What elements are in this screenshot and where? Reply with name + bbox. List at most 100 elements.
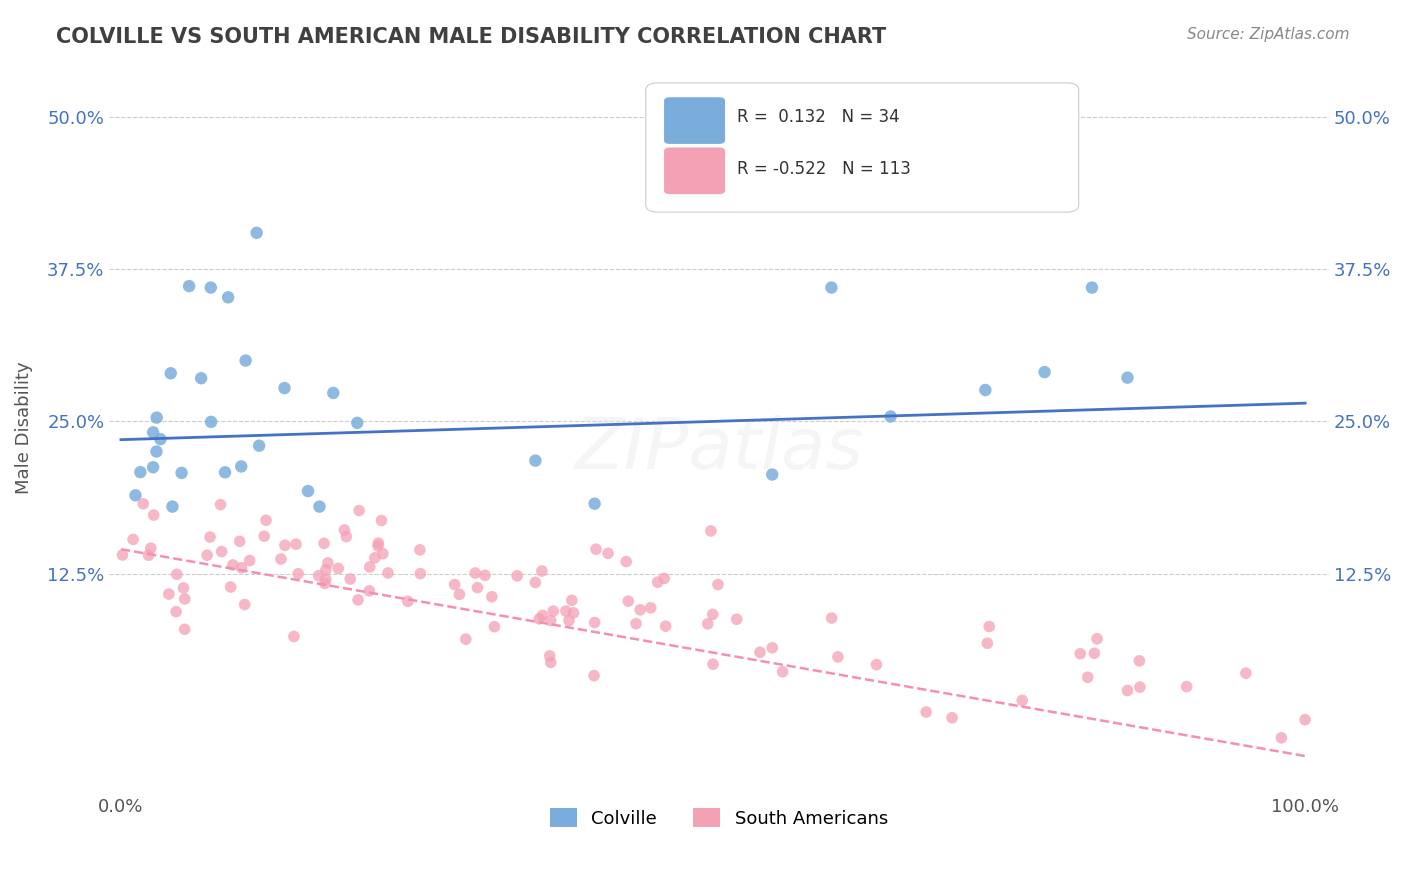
Point bbox=[198, 530, 221, 544]
Point bbox=[315, 563, 337, 577]
Point bbox=[558, 614, 581, 628]
Point bbox=[222, 558, 245, 572]
Point bbox=[624, 616, 647, 631]
Point bbox=[270, 552, 292, 566]
Point bbox=[827, 649, 849, 664]
Point bbox=[1270, 731, 1292, 745]
Point bbox=[561, 593, 583, 607]
Point bbox=[172, 581, 194, 595]
Point bbox=[308, 568, 330, 582]
Point bbox=[195, 548, 218, 562]
Point bbox=[540, 656, 562, 670]
Point bbox=[1129, 680, 1152, 694]
Point bbox=[359, 560, 381, 574]
Point bbox=[1081, 280, 1104, 294]
Point bbox=[1069, 647, 1091, 661]
Point bbox=[124, 488, 146, 502]
Point bbox=[725, 612, 748, 626]
Point bbox=[1085, 632, 1108, 646]
Point bbox=[233, 598, 256, 612]
Point bbox=[761, 467, 783, 482]
Point bbox=[541, 604, 564, 618]
Point bbox=[162, 500, 184, 514]
Point bbox=[596, 546, 619, 560]
Point bbox=[1128, 654, 1150, 668]
Point bbox=[367, 536, 389, 550]
Point bbox=[628, 603, 651, 617]
Point bbox=[364, 550, 387, 565]
Point bbox=[640, 600, 662, 615]
Point bbox=[285, 537, 308, 551]
Point bbox=[315, 572, 337, 586]
Text: Source: ZipAtlas.com: Source: ZipAtlas.com bbox=[1187, 27, 1350, 42]
Point bbox=[138, 549, 160, 563]
FancyBboxPatch shape bbox=[645, 83, 1078, 212]
Point bbox=[211, 544, 233, 558]
Point bbox=[474, 568, 496, 582]
Point bbox=[1116, 370, 1139, 384]
Point bbox=[235, 353, 257, 368]
Point bbox=[214, 466, 236, 480]
Point bbox=[538, 648, 561, 663]
FancyBboxPatch shape bbox=[664, 147, 725, 194]
Point bbox=[879, 409, 901, 424]
Point bbox=[190, 371, 212, 385]
Point bbox=[328, 561, 350, 575]
Point bbox=[377, 566, 399, 580]
Point bbox=[231, 459, 253, 474]
FancyBboxPatch shape bbox=[664, 97, 725, 144]
Point bbox=[254, 513, 277, 527]
Point bbox=[555, 604, 578, 618]
Point bbox=[915, 705, 938, 719]
Point bbox=[583, 497, 606, 511]
Point bbox=[173, 622, 195, 636]
Point bbox=[707, 577, 730, 591]
Point bbox=[524, 453, 547, 467]
Point bbox=[974, 383, 997, 397]
Point bbox=[614, 555, 637, 569]
Point bbox=[1033, 365, 1056, 379]
Point bbox=[1011, 693, 1033, 707]
Point bbox=[347, 592, 370, 607]
Point bbox=[316, 556, 339, 570]
Legend: Colville, South Americans: Colville, South Americans bbox=[543, 801, 896, 835]
Point bbox=[132, 497, 155, 511]
Point bbox=[283, 630, 305, 644]
Point bbox=[308, 500, 330, 514]
Point bbox=[287, 566, 309, 581]
Point bbox=[481, 590, 503, 604]
Point bbox=[530, 564, 553, 578]
Point bbox=[173, 591, 195, 606]
Text: COLVILLE VS SOUTH AMERICAN MALE DISABILITY CORRELATION CHART: COLVILLE VS SOUTH AMERICAN MALE DISABILI… bbox=[56, 27, 887, 46]
Point bbox=[696, 616, 718, 631]
Point bbox=[219, 580, 242, 594]
Point bbox=[217, 290, 239, 304]
Point bbox=[200, 415, 222, 429]
Point bbox=[347, 503, 370, 517]
Point bbox=[165, 605, 187, 619]
Point bbox=[312, 536, 335, 550]
Point bbox=[865, 657, 887, 672]
Point bbox=[367, 539, 389, 553]
Point bbox=[246, 226, 269, 240]
Point bbox=[228, 534, 250, 549]
Point bbox=[484, 620, 506, 634]
Point bbox=[583, 668, 606, 682]
Point bbox=[145, 410, 167, 425]
Point bbox=[273, 381, 295, 395]
Point bbox=[409, 542, 432, 557]
Point bbox=[654, 619, 676, 633]
Point bbox=[166, 567, 188, 582]
Point bbox=[467, 581, 489, 595]
Point bbox=[142, 460, 165, 475]
Point bbox=[145, 444, 167, 458]
Point bbox=[702, 657, 724, 672]
Text: R =  0.132   N = 34: R = 0.132 N = 34 bbox=[737, 108, 900, 126]
Point bbox=[209, 498, 232, 512]
Point bbox=[1175, 680, 1198, 694]
Point bbox=[346, 416, 368, 430]
Point bbox=[231, 560, 253, 574]
Point bbox=[820, 611, 842, 625]
Point bbox=[647, 575, 669, 590]
Point bbox=[1294, 713, 1316, 727]
